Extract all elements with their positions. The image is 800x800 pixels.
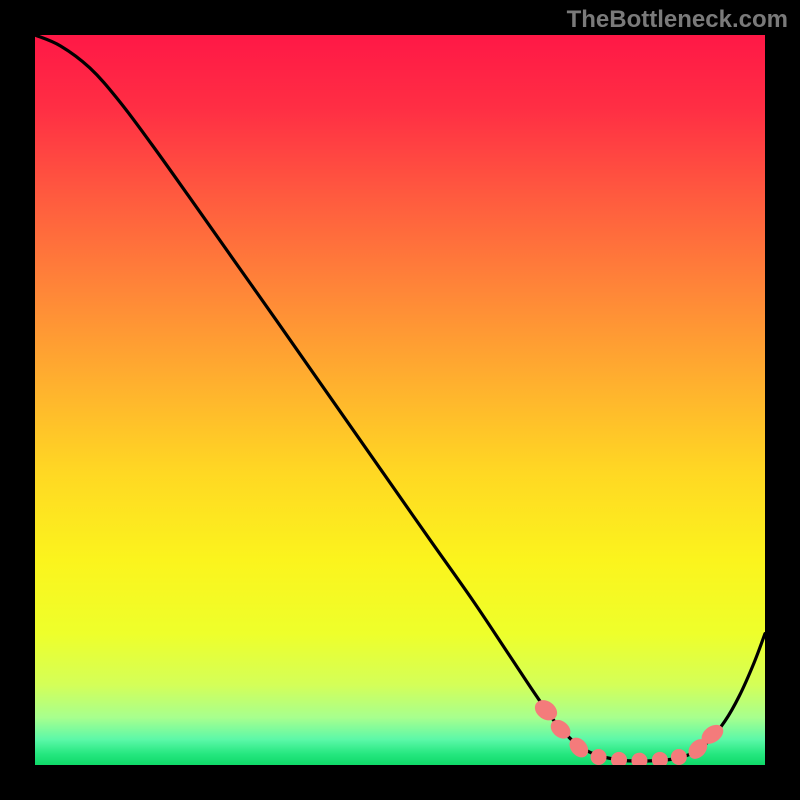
attribution-label: TheBottleneck.com xyxy=(567,6,788,34)
marker-dot xyxy=(591,749,607,765)
plot-area xyxy=(35,35,765,765)
marker-dot xyxy=(671,749,687,765)
plot-svg xyxy=(35,35,765,765)
gradient-background xyxy=(35,35,765,765)
